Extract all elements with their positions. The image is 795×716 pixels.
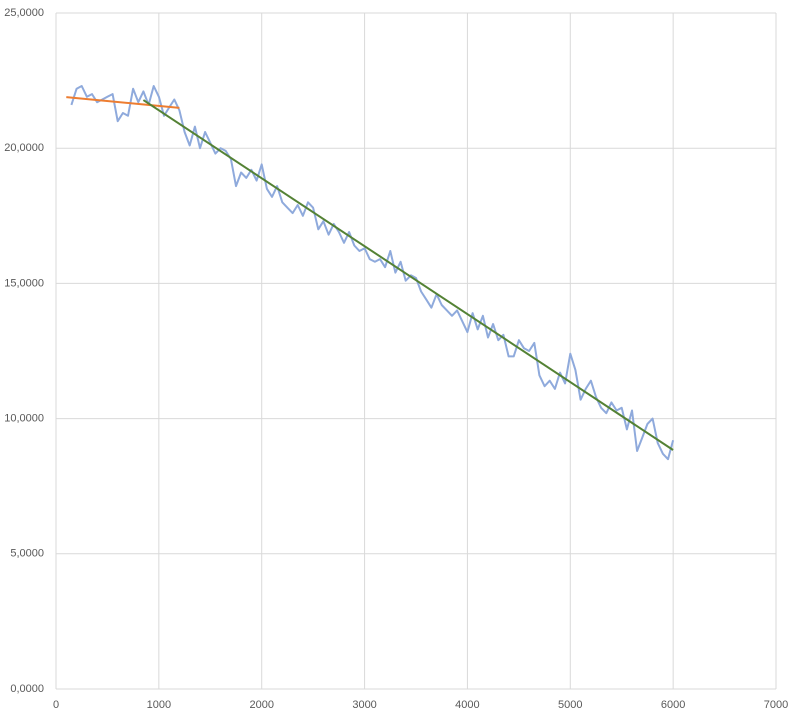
y-tick-label: 5,0000 — [10, 548, 44, 560]
data-line — [142, 99, 674, 451]
y-tick-label: 0,0000 — [10, 683, 44, 695]
x-tick-label: 2000 — [249, 699, 273, 711]
x-tick-label: 0 — [53, 699, 59, 711]
y-tick-label: 15,0000 — [4, 277, 44, 289]
y-tick-label: 20,0000 — [4, 142, 44, 154]
x-tick-label: 1000 — [147, 699, 171, 711]
y-tick-label: 10,0000 — [4, 413, 44, 425]
x-tick-label: 4000 — [455, 699, 479, 711]
y-tick-label: 25,0000 — [4, 7, 44, 19]
x-tick-label: 3000 — [352, 699, 376, 711]
data-line — [66, 96, 180, 109]
x-tick-label: 5000 — [558, 699, 582, 711]
x-tick-label: 7000 — [764, 699, 788, 711]
x-tick-label: 6000 — [661, 699, 685, 711]
data-line — [70, 85, 675, 461]
